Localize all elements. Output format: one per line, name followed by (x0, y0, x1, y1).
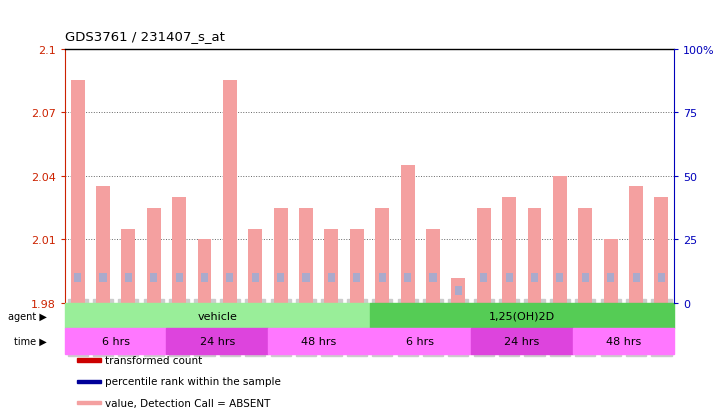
Bar (578, 208, 592, 303)
Bar (172, 197, 186, 303)
Bar (303, 274, 309, 282)
Bar (223, 81, 237, 303)
Text: time ▶: time ▶ (14, 336, 47, 347)
Bar (369, 303, 674, 329)
Bar (379, 274, 386, 282)
Text: value, Detection Call = ABSENT: value, Detection Call = ABSENT (105, 398, 270, 408)
Bar (65, 329, 167, 354)
Bar (248, 229, 262, 303)
Bar (375, 208, 389, 303)
Bar (557, 274, 563, 282)
Text: transformed count: transformed count (105, 355, 202, 365)
Text: agent ▶: agent ▶ (8, 311, 47, 321)
Bar (502, 197, 516, 303)
Text: 6 hrs: 6 hrs (102, 336, 130, 347)
Bar (607, 274, 614, 282)
Text: 1,25(OH)2D: 1,25(OH)2D (489, 311, 555, 321)
Bar (99, 274, 107, 282)
Bar (477, 208, 491, 303)
Bar (655, 197, 668, 303)
Text: 6 hrs: 6 hrs (406, 336, 434, 347)
Bar (147, 208, 161, 303)
Text: percentile rank within the sample: percentile rank within the sample (105, 376, 280, 387)
Bar (226, 274, 234, 282)
Text: vehicle: vehicle (198, 311, 237, 321)
Bar (572, 329, 674, 354)
Bar (77, 401, 100, 404)
Bar (430, 274, 436, 282)
Bar (268, 329, 370, 354)
Bar (528, 208, 541, 303)
Bar (505, 274, 513, 282)
Bar (632, 274, 640, 282)
Bar (455, 286, 462, 295)
Bar (404, 274, 411, 282)
Bar (582, 274, 589, 282)
Bar (401, 166, 415, 303)
Bar (658, 274, 665, 282)
Bar (369, 329, 471, 354)
Bar (274, 208, 288, 303)
Bar (426, 229, 440, 303)
Bar (451, 278, 465, 303)
Bar (353, 274, 360, 282)
Bar (150, 274, 157, 282)
Bar (629, 187, 643, 303)
Bar (603, 240, 618, 303)
Bar (198, 240, 211, 303)
Bar (553, 176, 567, 303)
Bar (121, 229, 136, 303)
Text: 24 hrs: 24 hrs (504, 336, 539, 347)
Bar (252, 274, 259, 282)
Bar (125, 274, 132, 282)
Bar (531, 274, 538, 282)
Bar (77, 358, 100, 362)
Bar (201, 274, 208, 282)
Text: GDS3761 / 231407_s_at: GDS3761 / 231407_s_at (65, 31, 225, 43)
Bar (328, 274, 335, 282)
Bar (350, 229, 364, 303)
Bar (324, 229, 338, 303)
Text: 48 hrs: 48 hrs (606, 336, 641, 347)
Bar (299, 208, 313, 303)
Bar (74, 274, 81, 282)
Bar (471, 329, 572, 354)
Bar (77, 380, 100, 383)
Bar (480, 274, 487, 282)
Bar (96, 187, 110, 303)
Bar (71, 81, 84, 303)
Bar (65, 303, 369, 329)
Bar (167, 329, 268, 354)
Text: 48 hrs: 48 hrs (301, 336, 337, 347)
Text: 24 hrs: 24 hrs (200, 336, 235, 347)
Bar (277, 274, 284, 282)
Bar (176, 274, 182, 282)
